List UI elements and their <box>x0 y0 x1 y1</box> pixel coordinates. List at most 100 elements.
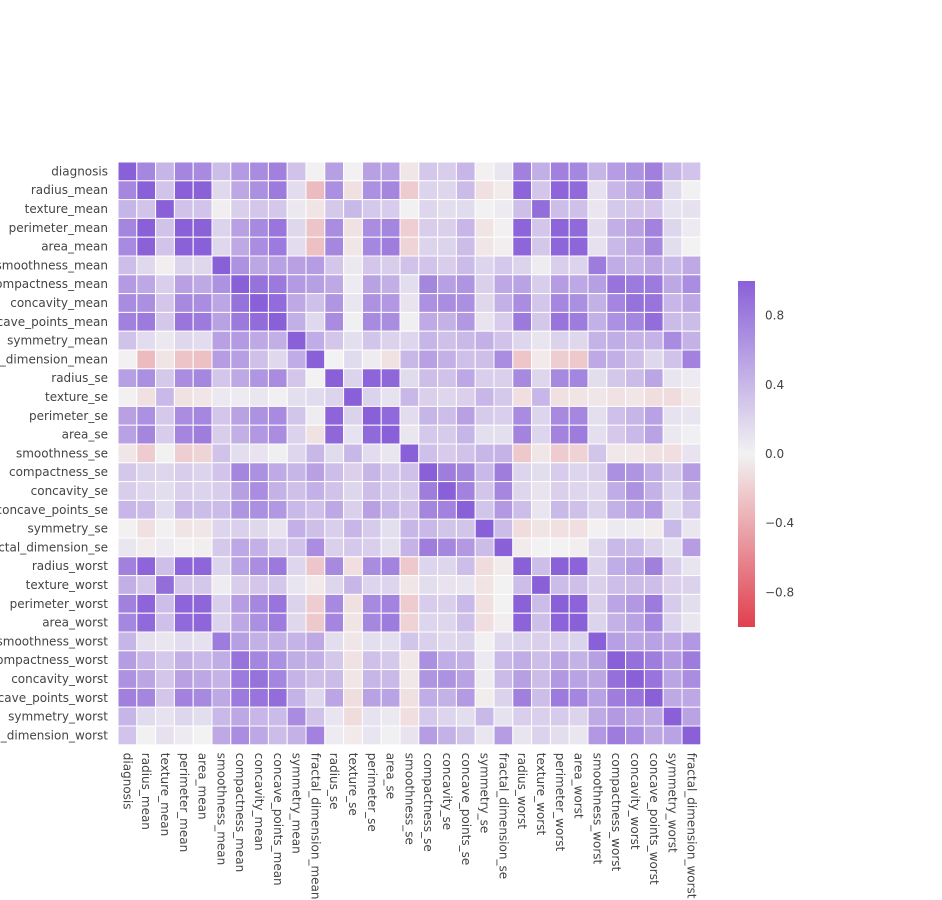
heatmap-cell-concavity_se-area_se <box>380 481 401 501</box>
heatmap-cell-concavity_se-area_worst <box>568 481 589 501</box>
heatmap-cell-perimeter_mean-concavity_se <box>437 217 457 238</box>
heatmap-cell-radius_mean-fractal_dimension_se <box>493 180 514 201</box>
heatmap-cell-texture_mean-compactness_mean <box>230 199 251 219</box>
heatmap-cell-smoothness_se-concave_points_worst <box>643 443 664 464</box>
heatmap-cell-radius_worst-radius_mean <box>136 556 157 577</box>
heatmap-cell-smoothness_mean-symmetry_se <box>474 255 495 276</box>
heatmap-cell-compactness_worst-texture_se <box>343 650 363 671</box>
heatmap-cell-area_worst-radius_worst <box>512 612 533 633</box>
colorbar-tick-label: 0.8 <box>765 309 784 323</box>
heatmap-cell-concavity_mean-concavity_worst <box>625 293 645 313</box>
heatmap-cell-perimeter_worst-compactness_se <box>418 593 439 614</box>
heatmap-cell-symmetry_worst-diagnosis <box>117 706 138 727</box>
heatmap-cell-perimeter_mean-area_se <box>380 217 401 238</box>
heatmap-cell-concave_points_mean-compactness_se <box>418 311 439 332</box>
heatmap-cell-radius_se-area_worst <box>568 368 589 389</box>
heatmap-cell-compactness_mean-perimeter_mean <box>173 274 194 295</box>
heatmap-cell-smoothness_mean-fractal_dimension_mean <box>305 255 326 276</box>
heatmap-cell-radius_mean-symmetry_se <box>474 180 495 201</box>
heatmap-cell-texture_worst-smoothness_worst <box>587 575 608 595</box>
heatmap-cell-fractal_dimension_se-radius_mean <box>136 537 157 558</box>
heatmap-cell-perimeter_worst-perimeter_worst <box>549 593 570 614</box>
heatmap-cell-compactness_worst-symmetry_se <box>474 650 495 671</box>
heatmap-cell-radius_mean-texture_mean <box>155 180 175 201</box>
heatmap-cell-texture_worst-fractal_dimension_mean <box>305 575 326 595</box>
heatmap-cell-compactness_mean-concavity_worst <box>625 274 645 295</box>
heatmap-cell-area_se-concavity_se <box>437 424 457 445</box>
heatmap-cell-radius_mean-concave_points_mean <box>267 180 288 201</box>
heatmap-cell-texture_mean-concave_points_worst <box>643 199 664 219</box>
heatmap-cell-symmetry_mean-compactness_se <box>418 330 439 351</box>
heatmap-cell-compactness_worst-concave_points_worst <box>643 650 664 671</box>
heatmap-cell-compactness_mean-fractal_dimension_mean <box>305 274 326 295</box>
heatmap-cell-symmetry_worst-compactness_mean <box>230 706 251 727</box>
y-tick-labels: diagnosis radius_mean texture_mean perimete… <box>0 164 108 742</box>
heatmap-cell-area_worst-perimeter_mean <box>173 612 194 633</box>
heatmap-cell-symmetry_se-smoothness_worst <box>587 518 608 539</box>
heatmap-cell-smoothness_mean-concave_points_worst <box>643 255 664 276</box>
x-tick-label: symmetry_worst <box>666 753 680 853</box>
heatmap-cell-compactness_mean-symmetry_mean <box>286 274 307 295</box>
heatmap-cell-smoothness_se-perimeter_mean <box>173 443 194 464</box>
heatmap-cell-concave_points_worst-concavity_mean <box>249 687 269 708</box>
heatmap-cell-diagnosis-fractal_dimension_mean <box>305 161 326 182</box>
heatmap-cell-compactness_mean-compactness_mean <box>230 274 251 295</box>
heatmap-cell-texture_se-radius_se <box>324 387 345 407</box>
heatmap-cell-concave_points_mean-perimeter_worst <box>549 311 570 332</box>
heatmap-cell-compactness_se-symmetry_worst <box>662 462 683 483</box>
heatmap-cell-concavity_mean-fractal_dimension_worst <box>681 293 702 313</box>
heatmap-cell-symmetry_mean-compactness_mean <box>230 330 251 351</box>
heatmap-cell-concavity_se-smoothness_mean <box>211 481 232 501</box>
heatmap-cell-perimeter_se-texture_mean <box>155 405 175 426</box>
heatmap-cell-fractal_dimension_worst-compactness_worst <box>606 725 627 746</box>
heatmap-cell-texture_mean-area_worst <box>568 199 589 219</box>
heatmap-cell-texture_mean-radius_se <box>324 199 345 219</box>
heatmap-cell-perimeter_mean-smoothness_mean <box>211 217 232 238</box>
heatmap-cell-concavity_se-area_mean <box>192 481 213 501</box>
heatmap-cell-fractal_dimension_worst-radius_se <box>324 725 345 746</box>
heatmap-cell-fractal_dimension_mean-fractal_dimension_mean <box>305 349 326 370</box>
heatmap-cell-symmetry_se-perimeter_worst <box>549 518 570 539</box>
heatmap-cell-perimeter_mean-symmetry_mean <box>286 217 307 238</box>
heatmap-cell-fractal_dimension_se-radius_se <box>324 537 345 558</box>
heatmap-cell-radius_worst-fractal_dimension_se <box>493 556 514 577</box>
heatmap-cell-concavity_worst-symmetry_mean <box>286 669 307 689</box>
heatmap-cell-smoothness_se-concavity_worst <box>625 443 645 464</box>
heatmap-cell-radius_worst-perimeter_se <box>361 556 382 577</box>
heatmap-cell-area_mean-texture_se <box>343 236 363 257</box>
heatmap-cell-radius_mean-smoothness_mean <box>211 180 232 201</box>
heatmap-cell-area_worst-fractal_dimension_worst <box>681 612 702 633</box>
heatmap-cell-radius_worst-perimeter_mean <box>173 556 194 577</box>
heatmap-cell-smoothness_worst-concavity_se <box>437 631 457 652</box>
heatmap-cell-perimeter_worst-perimeter_se <box>361 593 382 614</box>
heatmap-cell-compactness_mean-texture_mean <box>155 274 175 295</box>
heatmap-cell-texture_worst-smoothness_mean <box>211 575 232 595</box>
heatmap-cell-concavity_mean-texture_worst <box>531 293 551 313</box>
heatmap-cell-smoothness_mean-perimeter_worst <box>549 255 570 276</box>
heatmap-cell-diagnosis-concavity_worst <box>625 161 645 182</box>
heatmap-cell-texture_worst-area_se <box>380 575 401 595</box>
heatmap-cell-texture_mean-texture_mean <box>155 199 175 219</box>
heatmap-cell-symmetry_mean-area_mean <box>192 330 213 351</box>
heatmap-cell-symmetry_mean-concavity_mean <box>249 330 269 351</box>
heatmap-cell-symmetry_se-concavity_mean <box>249 518 269 539</box>
heatmap-cell-radius_mean-area_se <box>380 180 401 201</box>
heatmap-cell-fractal_dimension_mean-symmetry_worst <box>662 349 683 370</box>
heatmap-cell-concavity_mean-texture_se <box>343 293 363 313</box>
x-tick-label: symmetry_se <box>478 753 492 833</box>
heatmap-cell-radius_mean-diagnosis <box>117 180 138 201</box>
heatmap-cell-concavity_se-radius_worst <box>512 481 533 501</box>
heatmap-cell-compactness_se-fractal_dimension_worst <box>681 462 702 483</box>
heatmap-cell-radius_worst-compactness_mean <box>230 556 251 577</box>
heatmap-cell-smoothness_mean-concave_points_se <box>455 255 476 276</box>
heatmap-cell-compactness_worst-perimeter_se <box>361 650 382 671</box>
heatmap-cell-symmetry_worst-fractal_dimension_mean <box>305 706 326 727</box>
heatmap-cell-fractal_dimension_se-concave_points_mean <box>267 537 288 558</box>
x-tick-label: smoothness_mean <box>214 753 228 865</box>
heatmap-cell-compactness_mean-compactness_worst <box>606 274 627 295</box>
heatmap-cell-radius_mean-radius_mean <box>136 180 157 201</box>
heatmap-cell-concavity_se-diagnosis <box>117 481 138 501</box>
heatmap-cell-fractal_dimension_worst-compactness_se <box>418 725 439 746</box>
heatmap-cell-fractal_dimension_mean-smoothness_mean <box>211 349 232 370</box>
x-tick-label: symmetry_mean <box>290 753 304 854</box>
